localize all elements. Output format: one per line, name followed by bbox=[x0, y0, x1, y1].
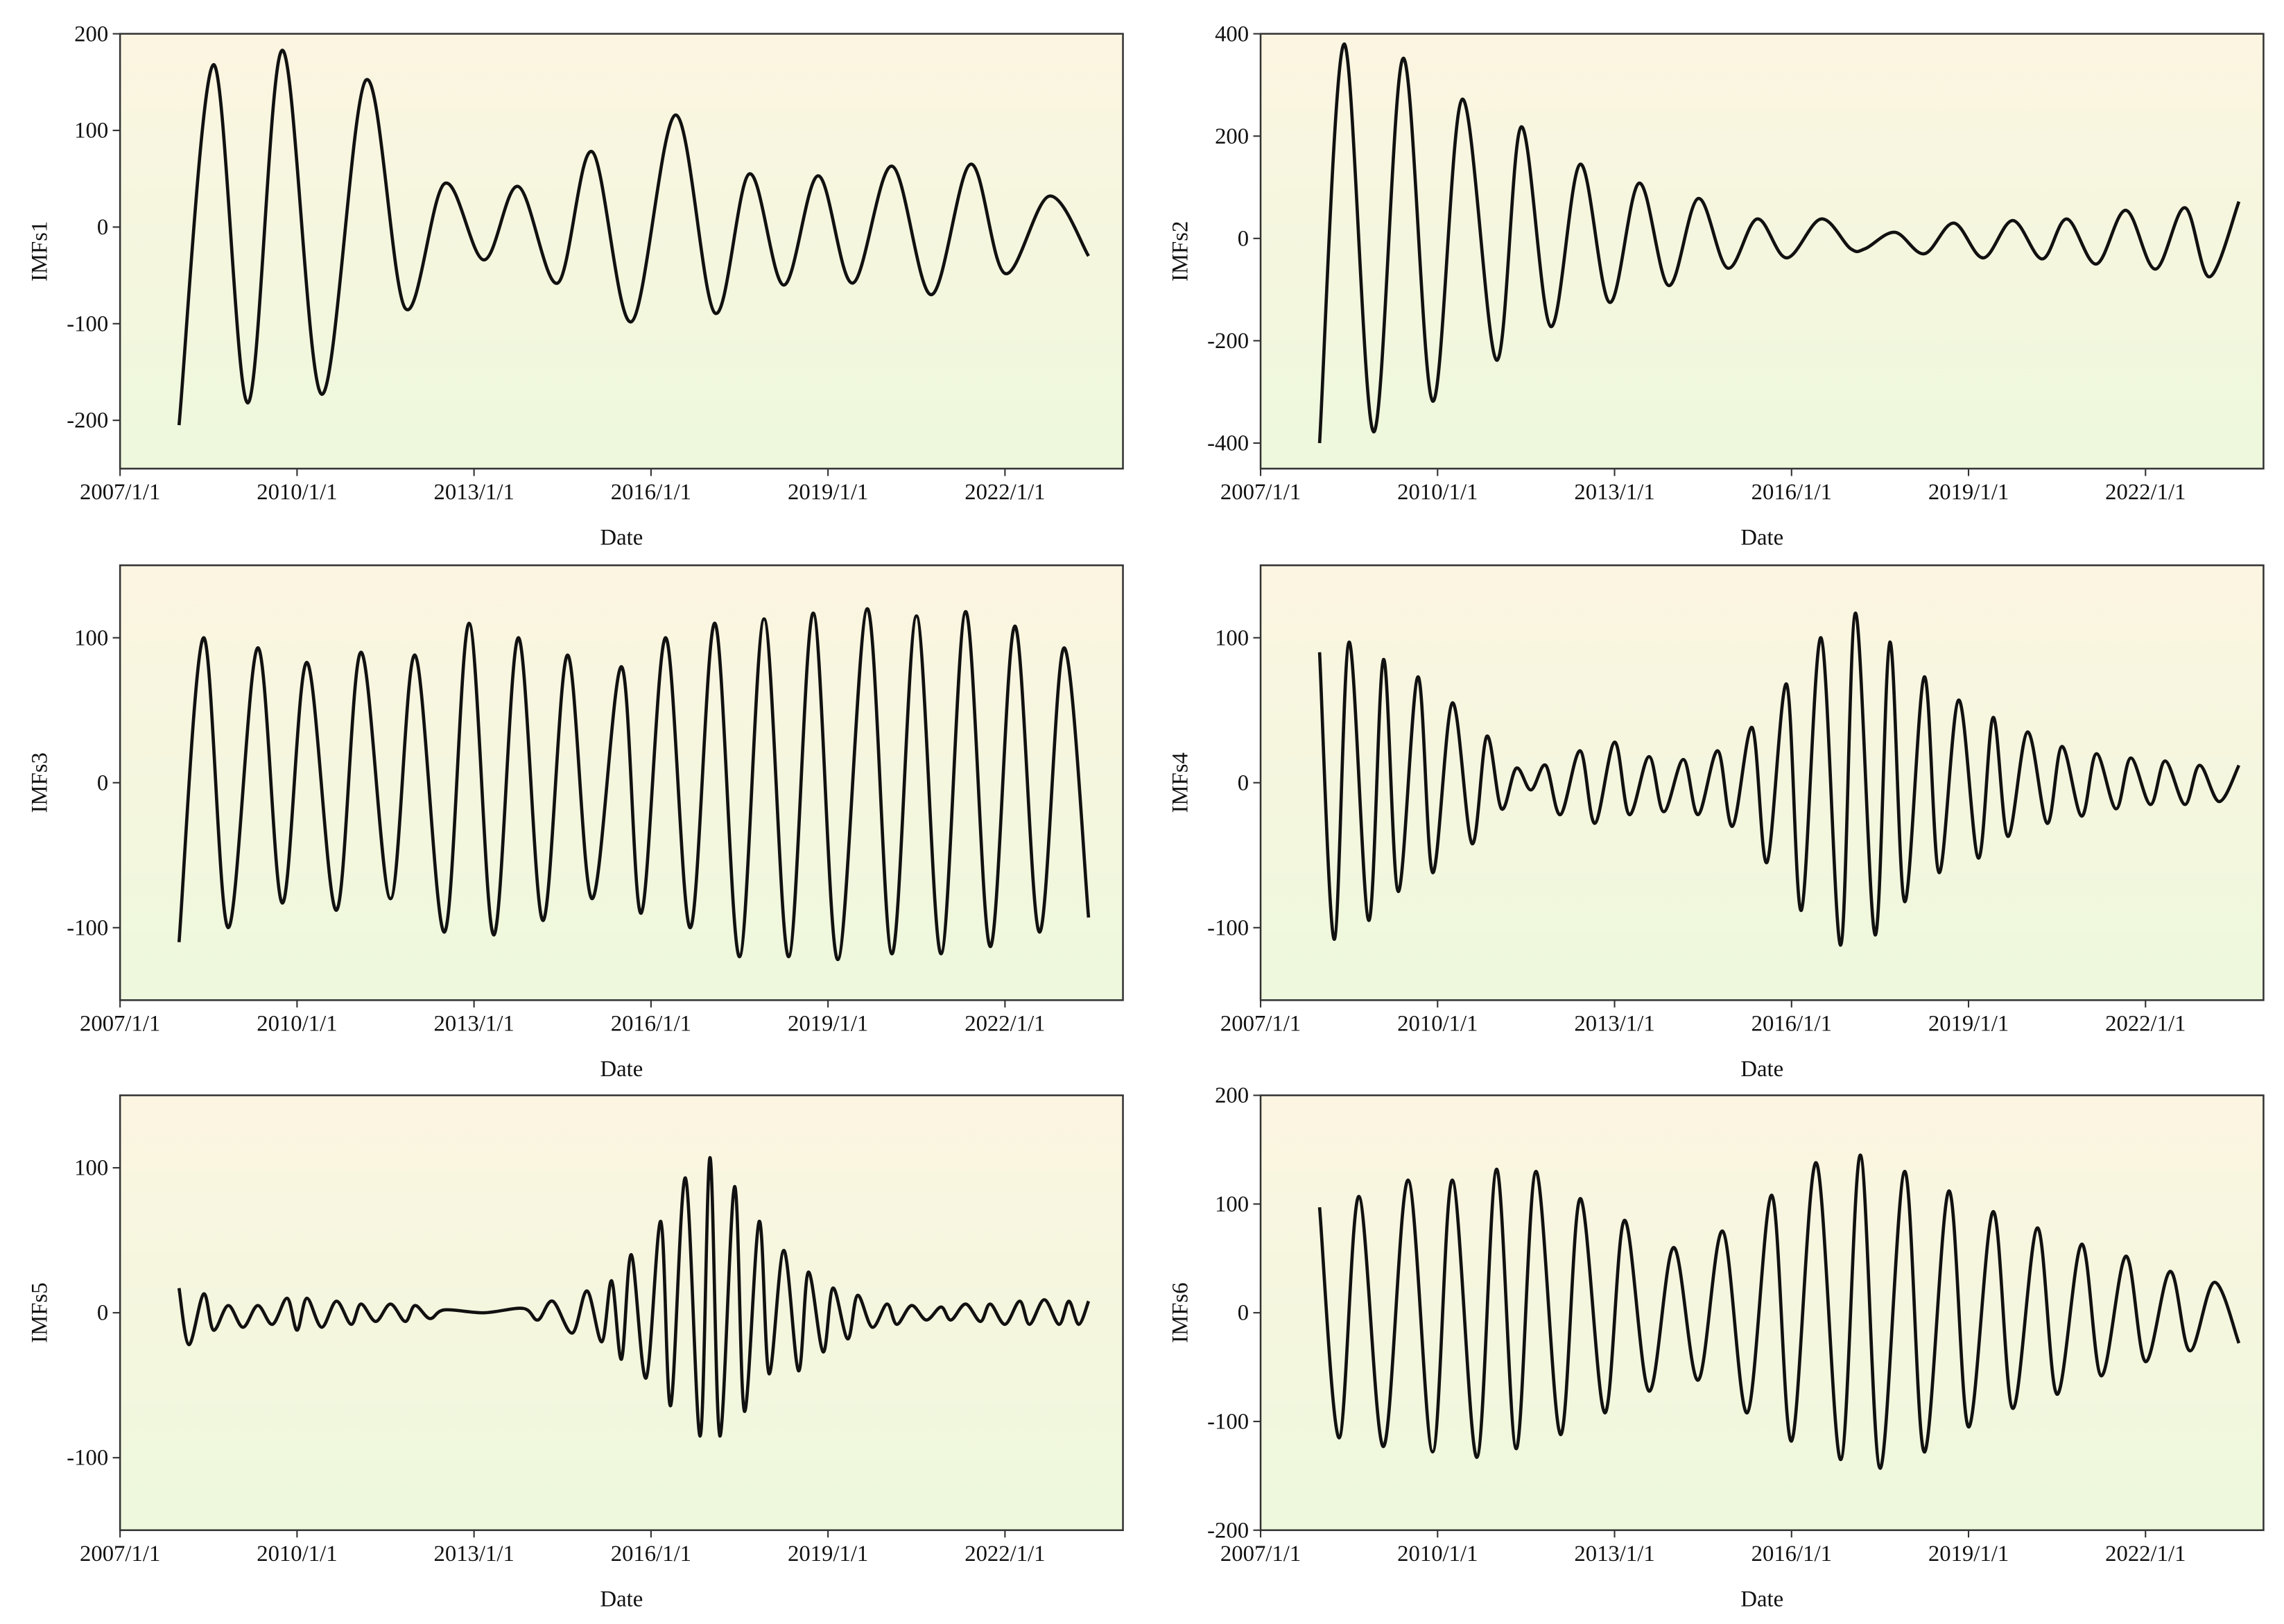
line-series bbox=[177, 607, 1091, 962]
y-tick-label: 0 bbox=[1238, 770, 1249, 795]
x-tick-label: 2007/1/1 bbox=[1220, 1012, 1301, 1037]
x-tick-label: 2013/1/1 bbox=[433, 1012, 514, 1037]
y-tick-label: -200 bbox=[1207, 1518, 1249, 1543]
x-tick-label: 2007/1/1 bbox=[80, 1541, 160, 1566]
x-axis-label: Date bbox=[600, 526, 643, 551]
y-tick-label: 100 bbox=[1215, 1192, 1249, 1217]
y-axis-label: IMFs1 bbox=[28, 221, 53, 282]
y-tick-label: 100 bbox=[74, 625, 108, 650]
x-tick-label: 2022/1/1 bbox=[2105, 480, 2186, 505]
y-axis-label: IMFs6 bbox=[1168, 1283, 1193, 1343]
x-tick-label: 2010/1/1 bbox=[257, 1012, 337, 1037]
line-series bbox=[1317, 611, 2241, 947]
x-tick-label: 2019/1/1 bbox=[1928, 1541, 2009, 1566]
plot-background bbox=[120, 565, 1123, 1001]
y-tick-label: -100 bbox=[67, 915, 108, 940]
y-axis-label: IMFs4 bbox=[1168, 752, 1193, 813]
y-tick-label: 0 bbox=[1238, 226, 1249, 251]
x-tick-label: 2016/1/1 bbox=[1751, 1541, 1832, 1566]
plot-background bbox=[1261, 565, 2264, 1001]
plot-frame bbox=[1259, 1094, 2265, 1531]
x-axis-label: Date bbox=[1740, 526, 1783, 551]
x-tick-label: 2010/1/1 bbox=[1397, 480, 1478, 505]
y-tick-label: 0 bbox=[1238, 1301, 1249, 1326]
y-tick-label: -400 bbox=[1207, 431, 1249, 456]
y-tick-label: 200 bbox=[1215, 1083, 1249, 1108]
y-tick-label: 100 bbox=[74, 119, 108, 144]
plot-background bbox=[1261, 33, 2264, 469]
plot-background bbox=[1261, 1095, 2264, 1530]
plot-frame bbox=[1259, 33, 2265, 470]
x-tick-label: 2013/1/1 bbox=[433, 480, 514, 505]
x-tick-label: 2019/1/1 bbox=[1928, 1012, 2009, 1037]
y-axis-label: IMFs3 bbox=[28, 752, 53, 813]
x-tick-label: 2007/1/1 bbox=[80, 480, 160, 505]
y-axis-label: IMFs5 bbox=[28, 1283, 53, 1343]
x-tick-label: 2016/1/1 bbox=[611, 1012, 691, 1037]
plot-frame bbox=[119, 564, 1124, 1001]
x-tick-label: 2019/1/1 bbox=[788, 480, 868, 505]
x-tick-label: 2010/1/1 bbox=[1397, 1541, 1478, 1566]
x-tick-label: 2016/1/1 bbox=[1751, 1012, 1832, 1037]
y-tick-label: -100 bbox=[1207, 915, 1249, 940]
line-series bbox=[1317, 42, 2241, 444]
y-tick-label: -200 bbox=[67, 408, 108, 433]
x-tick-label: 2010/1/1 bbox=[1397, 1012, 1478, 1037]
x-axis-label: Date bbox=[600, 1587, 643, 1612]
x-tick-label: 2016/1/1 bbox=[1751, 480, 1832, 505]
plot-frame bbox=[1259, 564, 2265, 1001]
line-series bbox=[177, 1156, 1091, 1438]
y-tick-label: 200 bbox=[1215, 124, 1249, 149]
x-tick-label: 2019/1/1 bbox=[788, 1012, 868, 1037]
x-tick-label: 2013/1/1 bbox=[1574, 480, 1654, 505]
x-tick-label: 2019/1/1 bbox=[788, 1541, 868, 1566]
y-tick-label: -200 bbox=[1207, 329, 1249, 354]
x-tick-label: 2013/1/1 bbox=[1574, 1012, 1654, 1037]
y-tick-label: -100 bbox=[67, 1446, 108, 1471]
plot-background bbox=[120, 33, 1123, 469]
y-tick-label: 100 bbox=[74, 1156, 108, 1181]
x-axis-label: Date bbox=[1740, 1057, 1783, 1082]
x-tick-label: 2016/1/1 bbox=[611, 480, 691, 505]
x-tick-label: 2013/1/1 bbox=[1574, 1541, 1654, 1566]
x-tick-label: 2010/1/1 bbox=[257, 480, 337, 505]
y-axis-label: IMFs2 bbox=[1168, 221, 1193, 282]
x-tick-label: 2010/1/1 bbox=[257, 1541, 337, 1566]
x-tick-label: 2013/1/1 bbox=[433, 1541, 514, 1566]
x-tick-label: 2022/1/1 bbox=[2105, 1012, 2186, 1037]
line-series bbox=[177, 49, 1090, 426]
y-tick-label: 0 bbox=[97, 770, 108, 795]
x-tick-label: 2022/1/1 bbox=[964, 1012, 1045, 1037]
x-tick-label: 2007/1/1 bbox=[1220, 1541, 1301, 1566]
x-tick-label: 2022/1/1 bbox=[2105, 1541, 2186, 1566]
plot-frame bbox=[119, 33, 1124, 470]
x-tick-label: 2016/1/1 bbox=[611, 1541, 691, 1566]
x-axis-label: Date bbox=[1740, 1587, 1783, 1612]
x-tick-label: 2007/1/1 bbox=[80, 1012, 160, 1037]
x-tick-label: 2022/1/1 bbox=[964, 480, 1045, 505]
y-tick-label: 0 bbox=[97, 215, 108, 240]
y-tick-label: 200 bbox=[74, 21, 108, 46]
plot-frame bbox=[119, 1094, 1124, 1531]
y-tick-label: -100 bbox=[1207, 1409, 1249, 1434]
x-axis-label: Date bbox=[600, 1057, 643, 1082]
x-tick-label: 2022/1/1 bbox=[964, 1541, 1045, 1566]
x-tick-label: 2007/1/1 bbox=[1220, 480, 1301, 505]
y-tick-label: 100 bbox=[1215, 625, 1249, 650]
y-tick-label: 400 bbox=[1215, 21, 1249, 46]
line-series bbox=[1317, 1153, 2241, 1470]
y-tick-label: 0 bbox=[97, 1301, 108, 1326]
y-tick-label: -100 bbox=[67, 311, 108, 336]
x-tick-label: 2019/1/1 bbox=[1928, 480, 2009, 505]
